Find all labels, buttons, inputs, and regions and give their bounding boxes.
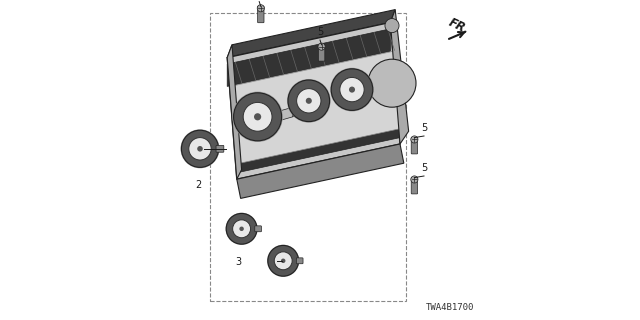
Text: FR.: FR. <box>447 16 472 37</box>
Polygon shape <box>292 105 302 117</box>
Polygon shape <box>230 51 403 163</box>
Circle shape <box>267 245 300 277</box>
Polygon shape <box>390 10 409 144</box>
FancyBboxPatch shape <box>319 44 325 61</box>
Polygon shape <box>227 22 400 179</box>
FancyBboxPatch shape <box>412 137 418 154</box>
Circle shape <box>182 130 219 167</box>
Circle shape <box>197 146 203 152</box>
FancyBboxPatch shape <box>258 6 264 23</box>
Circle shape <box>233 220 251 238</box>
Circle shape <box>180 129 220 168</box>
FancyBboxPatch shape <box>216 145 224 152</box>
Text: 5: 5 <box>317 27 323 37</box>
Circle shape <box>332 69 372 110</box>
Circle shape <box>227 213 257 244</box>
Circle shape <box>254 113 261 120</box>
Circle shape <box>297 89 321 113</box>
Text: 3: 3 <box>236 257 241 267</box>
Circle shape <box>411 136 418 143</box>
FancyBboxPatch shape <box>255 226 262 232</box>
Text: 5: 5 <box>421 163 427 173</box>
Polygon shape <box>227 45 242 179</box>
Text: 2: 2 <box>195 180 202 190</box>
Circle shape <box>288 80 330 122</box>
Circle shape <box>275 252 292 270</box>
Polygon shape <box>237 144 404 198</box>
Circle shape <box>349 87 355 93</box>
Circle shape <box>385 19 399 33</box>
Circle shape <box>225 213 258 245</box>
Circle shape <box>243 102 272 131</box>
Circle shape <box>411 176 418 183</box>
Circle shape <box>189 138 211 160</box>
Polygon shape <box>282 107 292 120</box>
Circle shape <box>287 79 331 123</box>
Circle shape <box>330 68 374 111</box>
Text: 4: 4 <box>268 256 274 266</box>
Circle shape <box>340 77 364 102</box>
Circle shape <box>234 93 282 141</box>
Circle shape <box>368 59 416 107</box>
Polygon shape <box>227 29 390 86</box>
Circle shape <box>239 227 244 231</box>
Circle shape <box>232 92 283 142</box>
FancyBboxPatch shape <box>296 258 303 264</box>
Text: TWA4B1700: TWA4B1700 <box>426 303 474 312</box>
Polygon shape <box>227 10 396 58</box>
Text: 1: 1 <box>194 144 200 154</box>
Circle shape <box>268 245 298 276</box>
Circle shape <box>306 98 312 104</box>
Circle shape <box>257 5 264 12</box>
Circle shape <box>281 259 285 263</box>
FancyBboxPatch shape <box>412 177 418 194</box>
Polygon shape <box>237 128 400 173</box>
Circle shape <box>318 43 325 50</box>
Text: 5: 5 <box>421 123 427 133</box>
